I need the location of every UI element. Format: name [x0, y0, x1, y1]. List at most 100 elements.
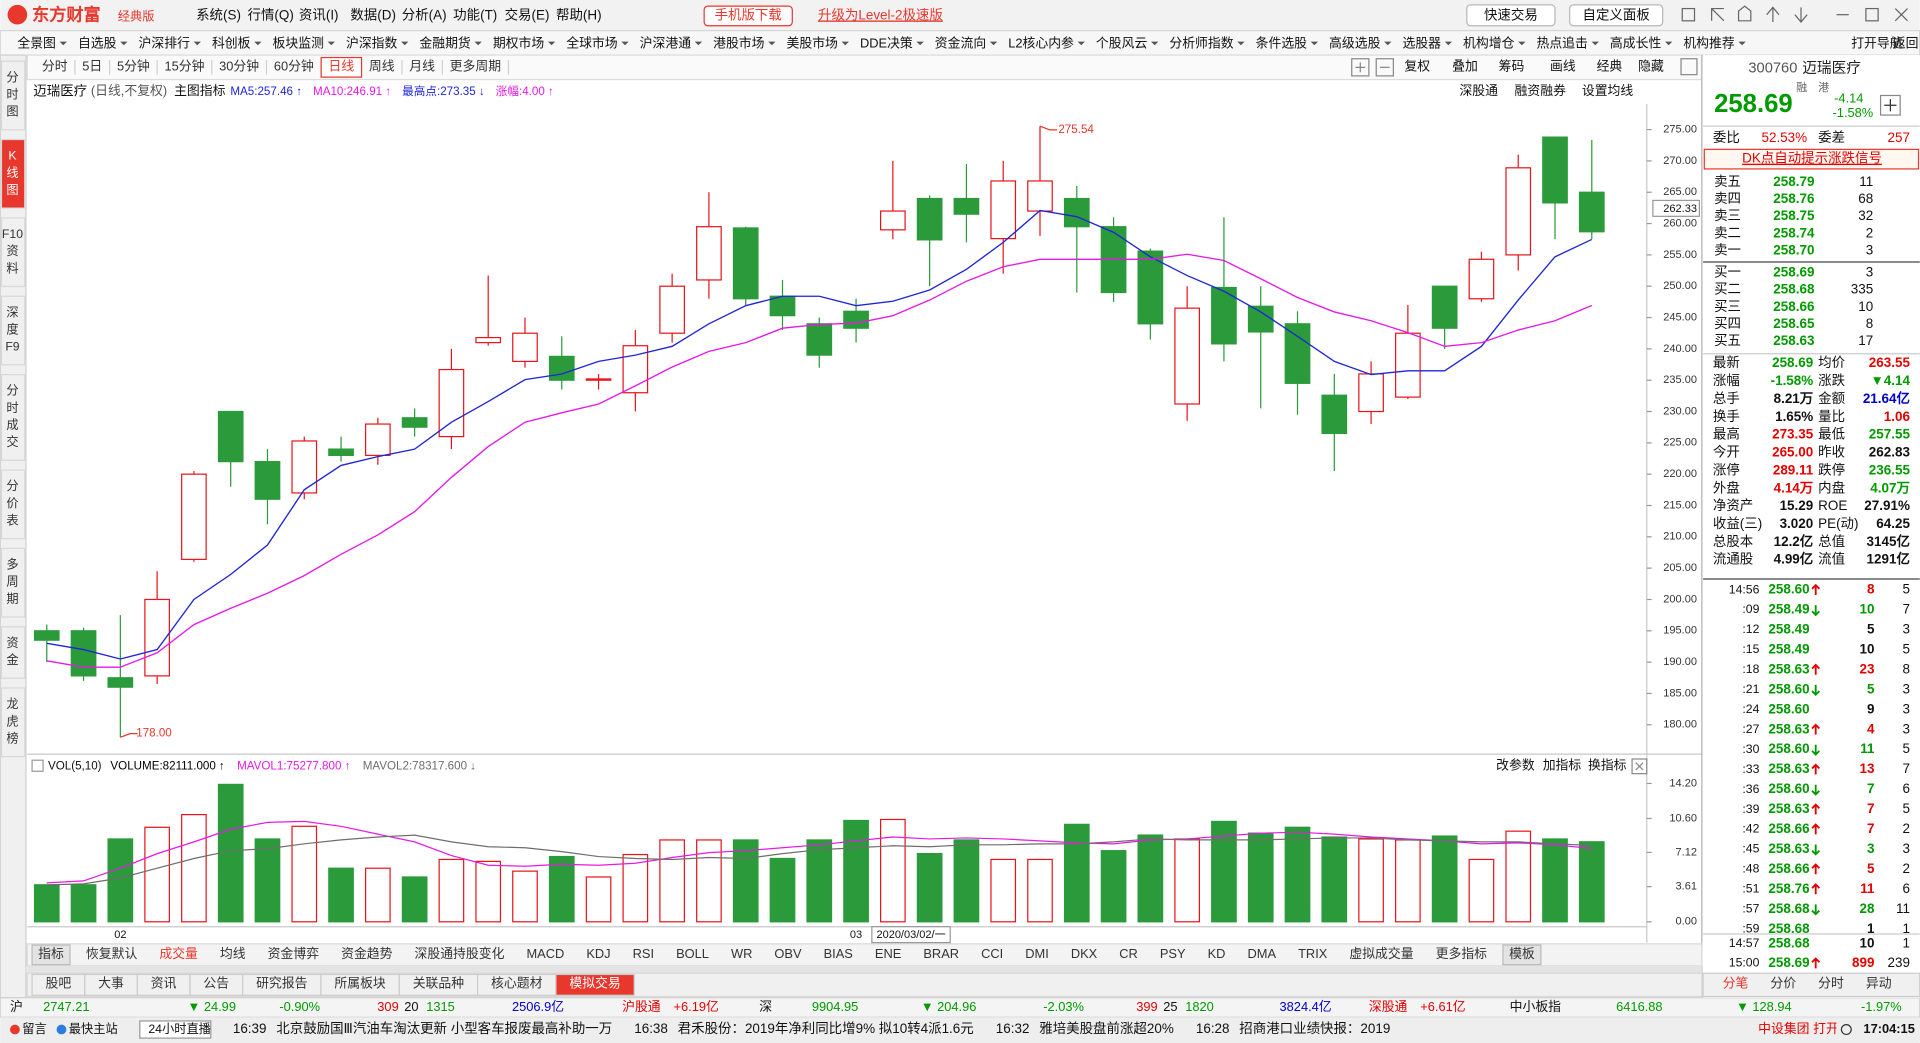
menu-item[interactable]: 功能(T)	[453, 7, 497, 22]
news-time[interactable]: 16:32	[996, 1021, 1030, 1036]
chart-link[interactable]: 融资融券	[1515, 83, 1567, 98]
sidebar-label[interactable]: K 线图	[6, 149, 18, 197]
sidebar-tab[interactable]	[0, 469, 26, 540]
indicator-tab[interactable]: 模板	[1509, 946, 1535, 961]
sidebar-tab[interactable]	[0, 373, 26, 461]
sidebar-label[interactable]: F10 资料	[2, 227, 23, 275]
indicator-tab[interactable]: CR	[1119, 946, 1138, 961]
indicator-tab[interactable]: DMA	[1247, 946, 1276, 961]
news-text[interactable]: 君禾股份：2019年净利同比增9% 拟10转4派1.6元	[678, 1021, 974, 1036]
icon[interactable]	[1894, 8, 1908, 22]
nav-item[interactable]: 沪深排行	[139, 35, 191, 50]
volume-link[interactable]: 换指标	[1588, 758, 1627, 773]
mobile-link[interactable]: 手机版下载	[715, 7, 782, 22]
panel-tab[interactable]: 分笔	[1723, 976, 1749, 991]
indicator-tab[interactable]: 指标	[38, 946, 64, 961]
nav-item[interactable]: 选股器	[1402, 35, 1441, 50]
panel-tab[interactable]: 分价	[1770, 976, 1796, 991]
panel-tab[interactable]: 异动	[1866, 976, 1892, 991]
nav-item[interactable]: 美股市场	[787, 35, 839, 50]
nav-item[interactable]: 机构推荐	[1683, 35, 1735, 50]
indicator-tab[interactable]: 深股通持股变化	[415, 946, 505, 961]
period-tab[interactable]: 月线	[409, 59, 435, 74]
nav-item[interactable]: 高成长性	[1610, 35, 1662, 50]
nav-item[interactable]: 板块监测	[273, 35, 324, 50]
index-cell[interactable]: 深股通	[1369, 999, 1408, 1014]
period-tab[interactable]: 日线	[329, 59, 355, 74]
period-tab[interactable]: 5日	[82, 59, 102, 74]
icon[interactable]	[1865, 7, 1879, 22]
news-left[interactable]: 留言	[22, 1022, 46, 1036]
menu-item[interactable]: 帮助(H)	[556, 7, 602, 22]
sidebar-tab[interactable]	[0, 295, 26, 366]
nav-item[interactable]: 全球市场	[566, 35, 618, 50]
news-time[interactable]: 16:38	[634, 1021, 668, 1036]
sidebar-tab[interactable]	[0, 547, 26, 618]
nav-right[interactable]: 返回	[1893, 35, 1919, 50]
index-cell[interactable]: 沪股通	[622, 999, 661, 1014]
indicator-tab[interactable]: KDJ	[586, 946, 610, 961]
indicator-tab[interactable]: 资金博弈	[268, 946, 320, 961]
icon[interactable]	[1737, 5, 1752, 22]
sidebar-tab[interactable]	[0, 138, 26, 209]
volume-link[interactable]: 加指标	[1543, 758, 1582, 773]
chart-link[interactable]: 设置均线	[1582, 83, 1634, 98]
period-tab[interactable]: 60分钟	[274, 59, 314, 74]
tool-button[interactable]: 隐藏	[1638, 59, 1664, 74]
sidebar-label[interactable]: 分价表	[6, 479, 18, 527]
sidebar-label[interactable]: 深度 F9	[5, 306, 19, 354]
bottom-tab[interactable]: 研究报告	[256, 976, 308, 991]
indicator-tab[interactable]: 更多指标	[1436, 946, 1488, 961]
signal-link[interactable]: DK点自动提示涨跌信号	[1742, 151, 1882, 166]
volume-link[interactable]: 改参数	[1496, 758, 1535, 773]
panel-tab[interactable]: 分时	[1818, 976, 1844, 991]
sidebar-label[interactable]: 分时图	[6, 71, 18, 119]
sidebar-tab[interactable]	[0, 217, 26, 288]
indicator-tab[interactable]: 成交量	[159, 946, 198, 961]
custom-panel[interactable]: 自定义面板	[1583, 7, 1650, 22]
nav-item[interactable]: 沪深指数	[346, 35, 398, 50]
news-text[interactable]: 招商港口业绩快报：2019	[1239, 1021, 1390, 1036]
menu-item[interactable]: 行情(Q)	[248, 7, 294, 22]
nav-item[interactable]: 资金流向	[935, 35, 986, 50]
indicator-tab[interactable]: KD	[1208, 946, 1226, 961]
menu-item[interactable]: 交易(E)	[505, 6, 550, 22]
indicator-tab[interactable]: DMI	[1025, 946, 1049, 961]
bottom-tab[interactable]: 资讯	[151, 976, 177, 991]
icon[interactable]	[1794, 7, 1808, 23]
zoom-out[interactable]	[1375, 58, 1394, 77]
quick-trade[interactable]: 快速交易	[1484, 6, 1538, 22]
indicator-tab[interactable]: BOLL	[676, 946, 709, 961]
indicator-tab[interactable]: ENE	[875, 946, 902, 961]
tool-button[interactable]: 经典	[1597, 59, 1623, 74]
news-left[interactable]: 24小时直播	[148, 1022, 211, 1036]
tool-button[interactable]: 复权	[1404, 59, 1430, 74]
icon[interactable]	[1766, 6, 1780, 23]
nav-item[interactable]: L2核心内参	[1008, 35, 1074, 50]
nav-item[interactable]: 期权市场	[493, 35, 545, 50]
news-left[interactable]: 最快主站	[69, 1022, 118, 1036]
tool-button[interactable]: 叠加	[1452, 59, 1478, 74]
bottom-tab[interactable]: 大事	[98, 976, 124, 991]
close-indicator[interactable]	[1631, 758, 1648, 775]
period-tab[interactable]: 更多周期	[450, 59, 501, 74]
upgrade-link[interactable]: 升级为Level-2极速版	[818, 7, 943, 22]
indicator-tab[interactable]: DKX	[1071, 946, 1098, 961]
mobile-button[interactable]	[703, 5, 793, 27]
news-text[interactable]: 雅培美股盘前涨超20%	[1039, 1020, 1174, 1036]
sidebar-label[interactable]: 资金	[6, 636, 18, 667]
nav-item[interactable]: 个股风云	[1096, 35, 1148, 50]
news-time[interactable]: 16:28	[1196, 1021, 1230, 1036]
period-tab[interactable]: 30分钟	[219, 59, 259, 74]
nav-item[interactable]: 高级选股	[1329, 35, 1381, 50]
tool-button[interactable]: 画线	[1550, 59, 1576, 74]
indicator-tab[interactable]: 资金趋势	[341, 946, 393, 961]
bottom-tab[interactable]: 核心题材	[491, 976, 543, 991]
nav-item[interactable]: 港股市场	[713, 35, 765, 50]
indicator-tab[interactable]: BIAS	[824, 946, 853, 961]
indicator-tab[interactable]: MACD	[526, 946, 564, 961]
nav-right[interactable]: 打开导航	[1851, 35, 1903, 50]
sidebar-label[interactable]: 多周期	[6, 558, 18, 606]
menu-item[interactable]: 系统(S)	[196, 7, 241, 22]
tool-button[interactable]: 筹码	[1499, 59, 1525, 74]
